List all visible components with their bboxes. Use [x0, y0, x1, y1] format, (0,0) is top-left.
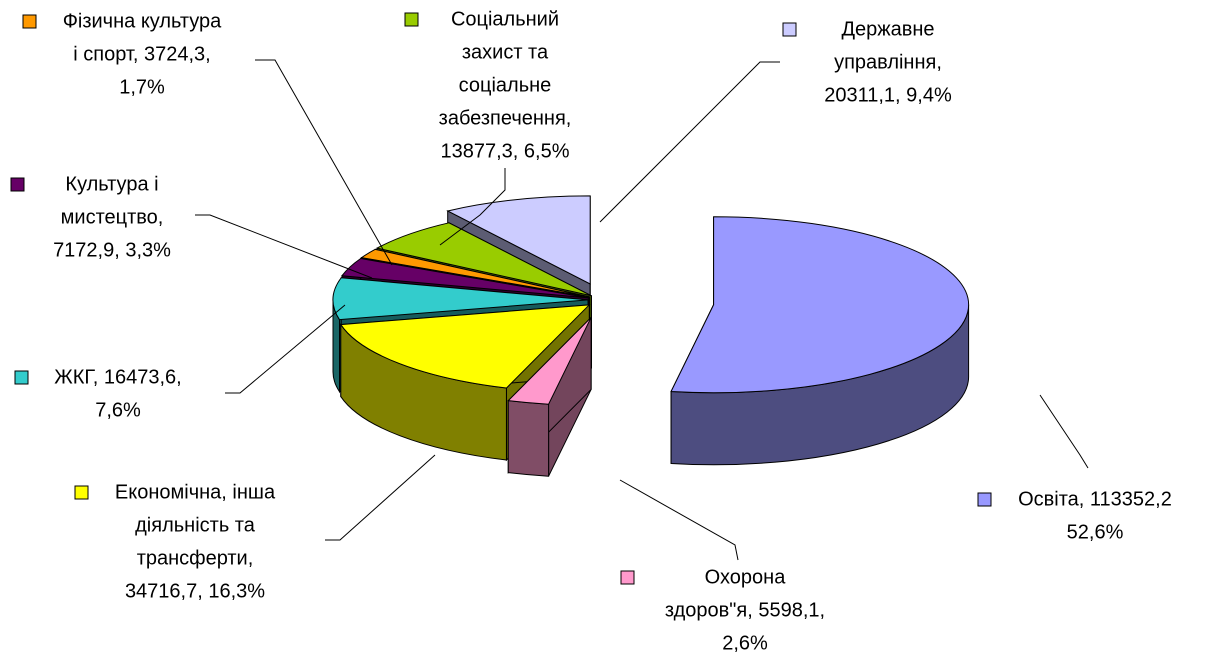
- data-label: Соціальний: [451, 8, 559, 30]
- leader-line: [599, 61, 780, 223]
- leader-line: [225, 304, 346, 394]
- leader-line: [619, 479, 739, 561]
- legend-key: [620, 570, 635, 585]
- data-label: Культура і: [65, 173, 158, 195]
- data-label: здоров"я, 5598,1,: [665, 599, 825, 621]
- data-label: діяльність та: [135, 514, 256, 536]
- slice-top: [446, 195, 591, 285]
- data-label: Фізична культура: [63, 10, 222, 32]
- slice-top: [670, 216, 970, 394]
- data-label: ЖКГ, 16473,6,: [54, 366, 181, 388]
- data-label: Охорона: [705, 566, 787, 588]
- data-label: мистецтво,: [61, 206, 164, 228]
- leader-line: [195, 214, 373, 279]
- slice-top: [341, 257, 589, 299]
- data-label: 7172,9, 3,3%: [53, 239, 171, 261]
- legend-key: [14, 370, 29, 385]
- slice-top: [360, 248, 590, 298]
- legend-key: [74, 485, 89, 500]
- legend-key: [977, 492, 992, 507]
- leader-line: [439, 168, 506, 246]
- data-label: Державне: [841, 18, 934, 40]
- data-label: забезпечення,: [439, 107, 572, 129]
- data-label: 52,6%: [1067, 521, 1124, 543]
- data-label: Освіта, 113352,2: [1018, 488, 1172, 510]
- legend-key: [404, 12, 419, 27]
- slice-top: [507, 317, 592, 405]
- data-label: 2,6%: [722, 632, 768, 653]
- data-label: 34716,7, 16,3%: [125, 580, 265, 602]
- data-label: управління,: [834, 51, 942, 73]
- data-label: захист та: [462, 41, 549, 63]
- data-label: трансферти,: [137, 547, 254, 569]
- slice-top: [375, 222, 592, 297]
- data-label: і спорт, 3724,3,: [73, 43, 210, 65]
- slice: [507, 316, 592, 477]
- data-label: 7,6%: [95, 399, 141, 421]
- legend-key: [782, 22, 797, 37]
- leader-line: [1039, 394, 1089, 469]
- leader-line: [325, 454, 436, 541]
- data-label: Економічна, інша: [115, 481, 276, 503]
- data-label: 13877,3, 6,5%: [441, 140, 570, 162]
- leader-line: [255, 59, 393, 266]
- slice-side: [507, 400, 550, 477]
- data-label: 20311,1, 9,4%: [824, 84, 952, 106]
- slice: [670, 216, 970, 466]
- legend-key: [22, 14, 37, 29]
- data-label: соціальне: [459, 74, 552, 96]
- slice-top: [339, 304, 591, 389]
- slice-top: [332, 277, 589, 321]
- data-label: 1,7%: [119, 76, 165, 98]
- legend-key: [10, 177, 25, 192]
